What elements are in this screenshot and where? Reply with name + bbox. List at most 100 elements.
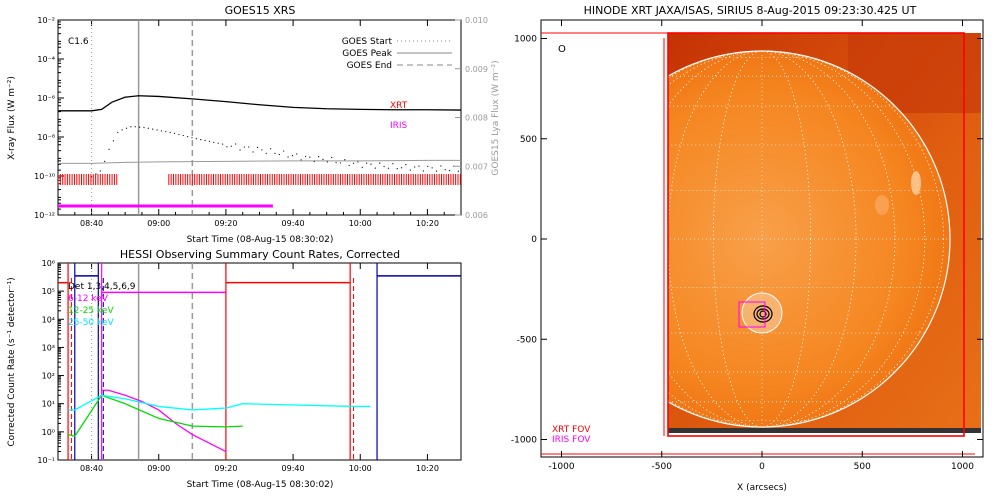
goes-y2tick-label: 0.007 xyxy=(465,162,488,171)
goes-short-point xyxy=(121,129,123,131)
grid-longitude xyxy=(668,50,857,428)
goes-short-point xyxy=(339,162,342,164)
flare-contours xyxy=(753,305,773,323)
goes-short-point xyxy=(291,155,294,157)
goes-ytick-label: 10⁻¹² xyxy=(34,211,55,220)
image-xlabel: X (arcsecs) xyxy=(737,483,787,493)
hessi-xtick-label: 10:20 xyxy=(416,464,439,473)
goes-short-point xyxy=(287,156,289,158)
goes-short-point xyxy=(335,161,337,164)
hessi-axes: 10⁻¹ 10⁰ 10¹ 10² 10³ 10⁴ 10⁵ 10⁶ 08:40 09:00 09:20… xyxy=(37,259,439,473)
goes-iris-label: IRIS xyxy=(390,121,408,131)
goes-short-point xyxy=(195,138,197,140)
goes-short-point xyxy=(366,162,368,164)
goes-short-point xyxy=(269,148,272,150)
goes-long-series xyxy=(58,95,461,112)
goes-lya-series xyxy=(58,159,461,164)
image-xtick-label: 500 xyxy=(854,462,871,472)
hessi-ytick-label: 10⁶ xyxy=(42,259,55,268)
image-ytick-label: 0 xyxy=(531,235,537,245)
flare-contour-outer xyxy=(753,305,773,323)
goes-short-point xyxy=(235,143,237,145)
goes-short-point xyxy=(99,170,101,172)
goes-short-point xyxy=(283,150,285,152)
goes-short-point xyxy=(318,156,320,158)
goes-short-point xyxy=(440,165,442,167)
goes-short-point xyxy=(422,170,424,172)
goes-short-point xyxy=(173,132,176,134)
hessi-6-12-series xyxy=(101,389,227,453)
goes-short-point xyxy=(405,164,407,166)
hessi-xtick-label: 08:40 xyxy=(80,464,103,473)
heliographic-grid xyxy=(668,50,950,428)
goes-short-point xyxy=(453,165,455,167)
hessi-ytick-label: 10³ xyxy=(42,343,55,352)
goes-short-point xyxy=(200,139,202,141)
image-ytick-label: 1000 xyxy=(514,35,537,45)
goes-flare-class: C1.6 xyxy=(68,37,89,47)
legend-6-12: 6-12 keV xyxy=(68,294,109,304)
goes-y2label: GOES15 Lya Flux (W m⁻²) xyxy=(491,60,501,175)
hessi-ytick-label: 10¹ xyxy=(42,400,55,409)
iris-fov-label: IRIS FOV xyxy=(552,435,591,445)
hessi-xtick-label: 10:00 xyxy=(349,464,372,473)
legend-goes-start: GOES Start xyxy=(342,37,393,47)
hessi-legend: Det 1,3,4,5,6,9 6-12 keV 12-25 keV 25-50… xyxy=(68,282,136,328)
image-bottom-band xyxy=(668,428,981,433)
xrt-image-panel: HINODE XRT JAXA/ISAS, SIRIUS 8-Aug-2015 … xyxy=(511,4,984,493)
goes-y2tick-label: 0.010 xyxy=(465,16,488,25)
goes-short-point xyxy=(309,156,311,158)
hessi-title: HESSI Observing Summary Count Rates, Cor… xyxy=(120,248,400,261)
grid-longitude xyxy=(668,50,896,428)
goes-short-point xyxy=(139,126,141,128)
hessi-ytick-label: 10² xyxy=(42,372,55,381)
goes-ytick-label: 10⁻⁴ xyxy=(37,55,55,64)
bright-region-2 xyxy=(875,195,889,215)
flare-contour-mid xyxy=(756,308,770,320)
goes-short-point xyxy=(160,130,163,132)
goes-y2tick-label: 0.009 xyxy=(465,65,488,74)
goes-short-point xyxy=(357,161,359,163)
hessi-plot-area xyxy=(58,263,461,460)
goes-xrt-label: XRT xyxy=(390,101,408,111)
goes-xtick-label: 10:00 xyxy=(349,219,372,228)
goes-panel: GOES15 XRS 10⁻¹² 10⁻¹⁰ 10⁻⁸ 10⁻⁶ 10⁻⁴ 10⁻² 0.0… xyxy=(7,4,501,245)
goes-short-point xyxy=(104,160,106,162)
goes-short-point xyxy=(134,126,136,128)
goes-short-point xyxy=(392,163,394,165)
goes-short-point xyxy=(221,143,224,145)
legend-goes-peak: GOES Peak xyxy=(342,49,392,59)
goes-short-point xyxy=(361,166,363,168)
image-ytick-label: -500 xyxy=(517,335,538,345)
solar-limb xyxy=(668,50,951,428)
image-xtick-label: 1000 xyxy=(951,462,974,472)
legend-goes-end: GOES End xyxy=(347,61,392,71)
goes-short-point xyxy=(278,153,280,156)
iris-fov-box xyxy=(738,301,766,328)
goes-y2tick-label: 0.006 xyxy=(465,211,488,220)
goes-ytick-label: 10⁻¹⁰ xyxy=(34,172,55,181)
goes-short-point xyxy=(117,131,119,134)
goes-short-point xyxy=(191,137,193,139)
goes-short-point xyxy=(147,127,149,129)
xrt-image xyxy=(668,33,981,433)
goes-short-point xyxy=(457,170,459,172)
goes-short-point xyxy=(414,166,416,168)
goes-ytick-label: 10⁻⁶ xyxy=(37,94,55,103)
goes-ytick-label: 10⁻⁸ xyxy=(37,133,55,142)
goes-short-point xyxy=(313,160,315,163)
goes-short-point xyxy=(130,126,132,128)
image-axes: -1000 -500 0 500 1000 1000 500 0 -500 -1000 xyxy=(511,20,983,472)
goes-short-point xyxy=(252,151,254,153)
image-title: HINODE XRT JAXA/ISAS, SIRIUS 8-Aug-2015 … xyxy=(584,4,917,17)
goes-title: GOES15 XRS xyxy=(225,4,296,17)
image-xtick-label: -1000 xyxy=(548,462,574,472)
goes-short-point xyxy=(261,149,263,151)
goes-short-point xyxy=(427,165,429,167)
image-ytick-label: 500 xyxy=(520,135,537,145)
legend-det: Det 1,3,4,5,6,9 xyxy=(68,282,136,292)
goes-xlabel: Start Time (08-Aug-15 08:30:02) xyxy=(187,235,334,245)
goes-short-point xyxy=(396,168,398,170)
goes-short-point xyxy=(156,129,158,131)
goes-short-point xyxy=(152,128,154,130)
